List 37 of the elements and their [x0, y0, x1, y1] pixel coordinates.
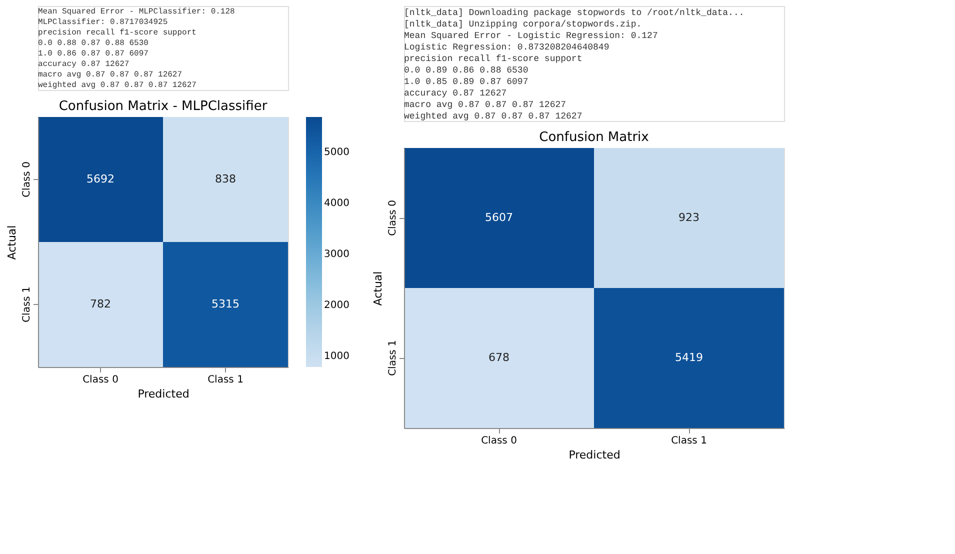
text: [nltk_data] Unzipping corpora/stopwords.zip.: [404, 19, 642, 30]
data-label: 678: [488, 351, 510, 364]
color-bar-label: 2000: [324, 300, 350, 311]
chart-title: Confusion Matrix: [539, 130, 650, 145]
data-label: 782: [90, 298, 111, 310]
chart-title: Confusion Matrix - MLPClassifier: [58, 99, 268, 114]
text: [nltk_data] Downloading package stopwords to /root/nltk_data...: [404, 8, 744, 18]
text: accuracy 0.87 12627: [404, 88, 507, 98]
data-label: 5419: [675, 351, 703, 364]
data-label: 5607: [485, 211, 513, 224]
text: 1.0 0.86 0.87 0.87 6097: [38, 49, 149, 58]
text: weighted avg 0.87 0.87 0.87 12627: [404, 111, 582, 122]
color-bar-label: 1000: [324, 350, 350, 362]
x-axis-title: Predicted: [568, 448, 620, 462]
text: weighted avg 0.87 0.87 0.87 12627: [38, 80, 197, 90]
text: Mean Squared Error - MLPClassifier: 0.128: [38, 7, 236, 16]
text: macro avg 0.87 0.87 0.87 12627: [404, 100, 566, 110]
text: precision recall f1-score support: [404, 54, 582, 64]
y-axis-title: Actual: [6, 225, 18, 260]
text: macro avg 0.87 0.87 0.87 12627: [38, 70, 182, 80]
text: precision recall f1-score support: [38, 28, 196, 38]
data-label: 5692: [86, 172, 114, 186]
text: Mean Squared Error - Logistic Regression: 0.127: [404, 30, 658, 41]
y-axis-title: Actual: [372, 271, 384, 306]
text: 0.0 0.89 0.86 0.88 6530: [404, 65, 528, 76]
text: accuracy 0.87 12627: [38, 60, 130, 69]
color-bar-label: 4000: [324, 198, 350, 210]
data-label: 923: [678, 211, 700, 224]
x-axis-title: Predicted: [138, 388, 190, 400]
data-label: 838: [215, 172, 236, 186]
text: 1.0 0.85 0.89 0.87 6097: [404, 76, 528, 87]
color-bar-label: 3000: [324, 249, 350, 260]
color-bar-label: 5000: [324, 147, 350, 158]
text: Logistic Regression: 0.873208204640849: [404, 42, 610, 52]
data-label: 5315: [212, 298, 240, 310]
text: 0.0 0.88 0.87 0.88 6530: [38, 38, 149, 48]
text: MLPClassifier: 0.8717034925: [38, 18, 168, 27]
